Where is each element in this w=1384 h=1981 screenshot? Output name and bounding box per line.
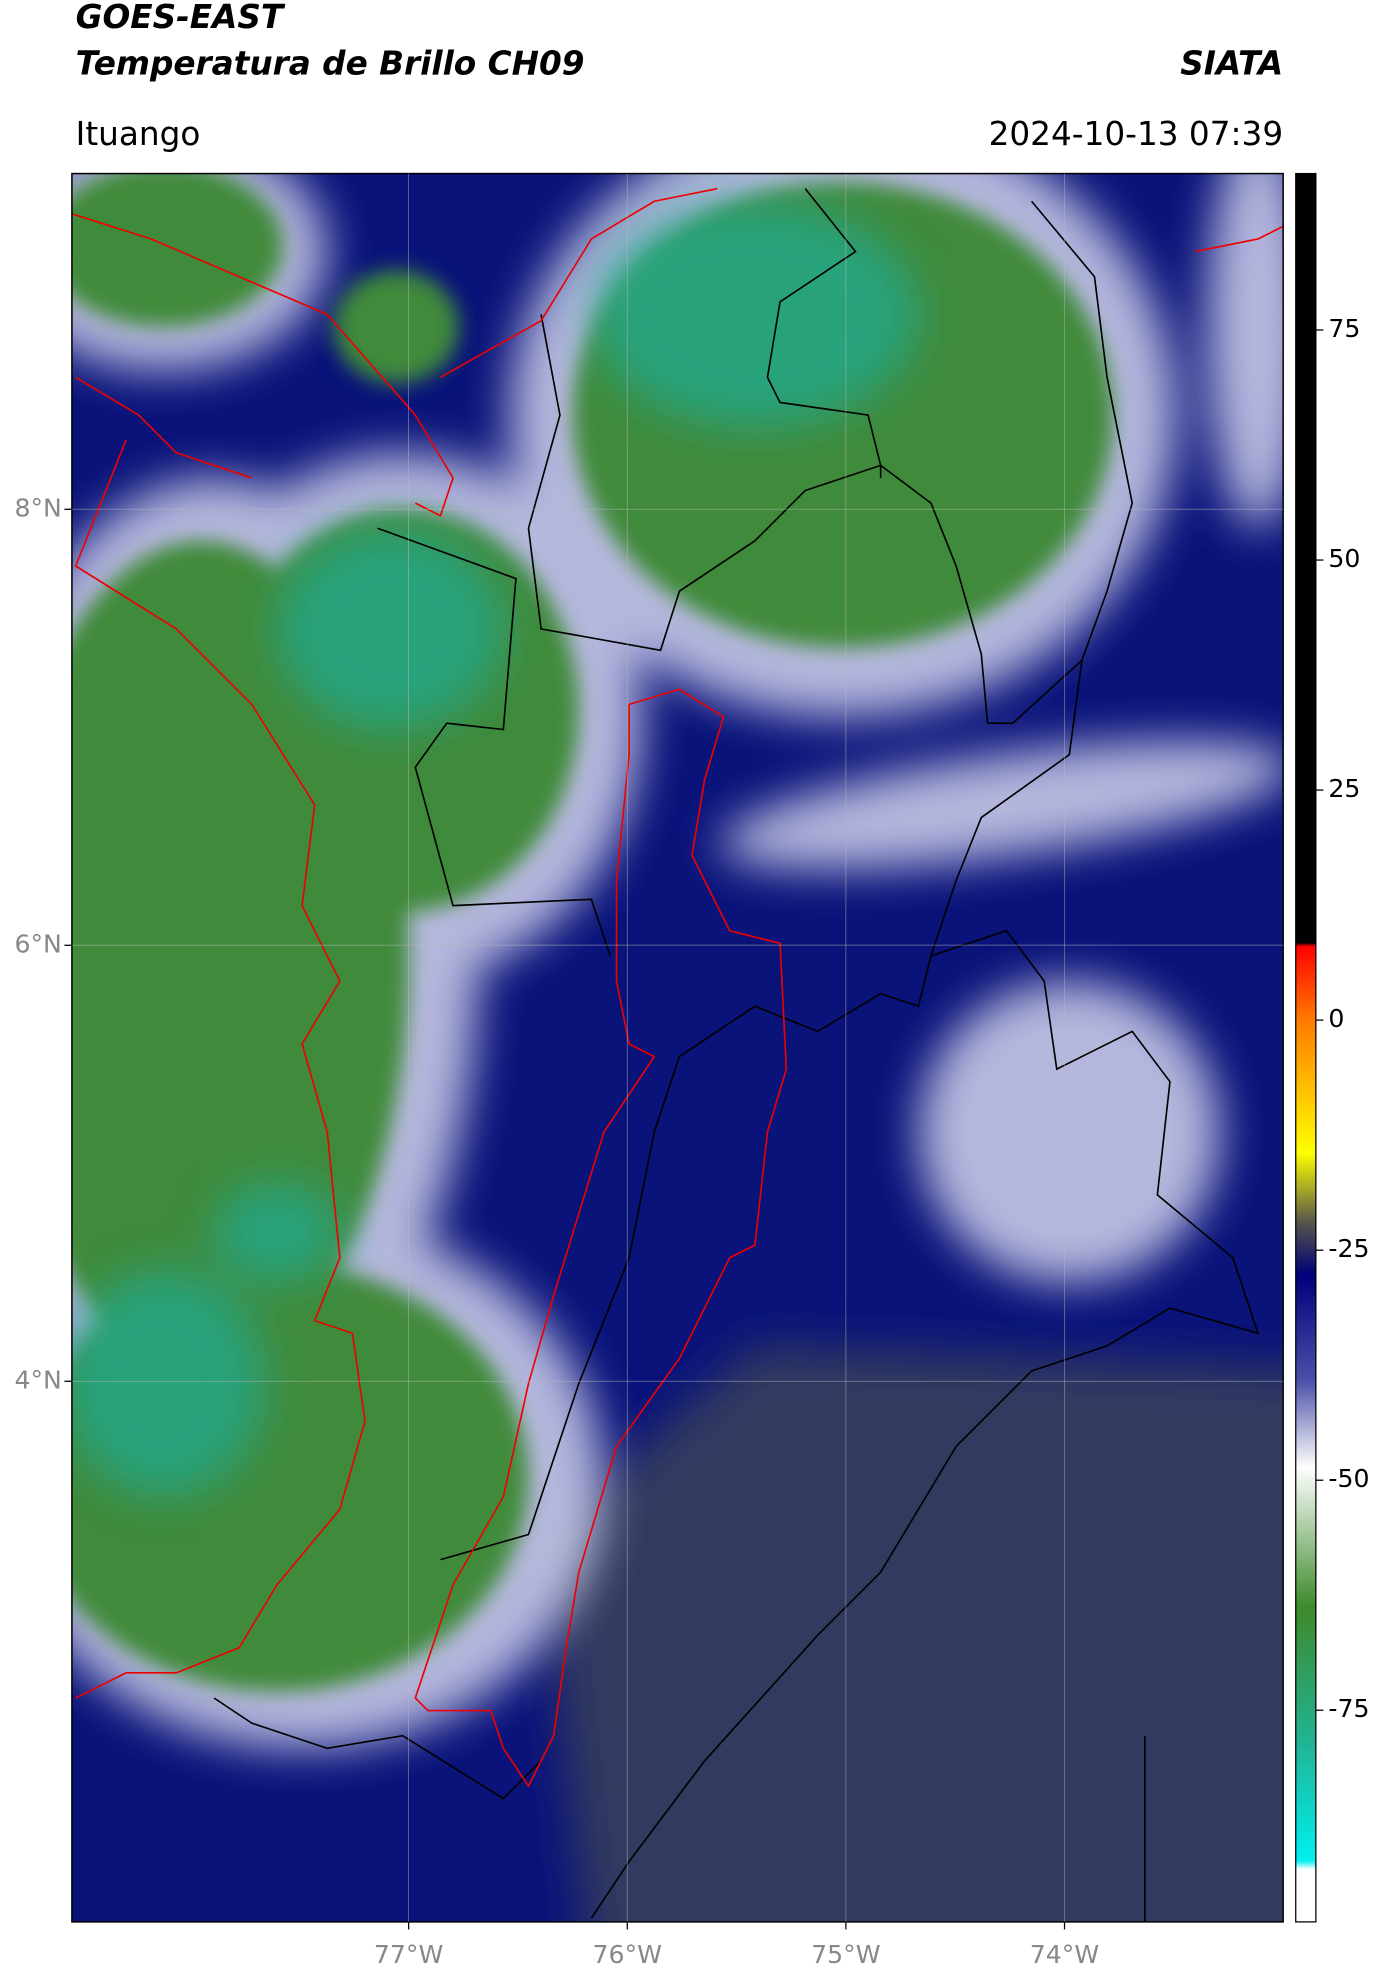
colorbar-label: 0: [1328, 1004, 1344, 1033]
x-tick-label: 75°W: [811, 1940, 881, 1969]
map-image: [71, 173, 1284, 1922]
colorbar-label: -75: [1328, 1694, 1369, 1723]
colorbar: [1295, 172, 1317, 1923]
x-tick-label: 77°W: [374, 1940, 444, 1969]
map-frame: [71, 172, 1284, 1923]
datetime: 2024-10-13 07:39: [989, 115, 1284, 153]
colorbar-label: 25: [1328, 774, 1360, 803]
colorbar-label: 75: [1328, 314, 1360, 343]
colorbar-label: -50: [1328, 1464, 1369, 1493]
agency: SIATA: [1180, 44, 1283, 82]
y-tick-label: 4°N: [14, 1365, 61, 1394]
location: Ituango: [76, 115, 201, 153]
title: GOES-EAST: [76, 0, 286, 36]
subtitle: Temperatura de Brillo CH09: [76, 44, 585, 82]
y-tick-label: 8°N: [14, 493, 61, 522]
x-tick-label: 74°W: [1030, 1940, 1100, 1969]
colorbar-label: 50: [1328, 544, 1360, 573]
x-tick-label: 76°W: [593, 1940, 663, 1969]
colorbar-label: -25: [1328, 1234, 1369, 1263]
y-tick-label: 6°N: [14, 929, 61, 958]
